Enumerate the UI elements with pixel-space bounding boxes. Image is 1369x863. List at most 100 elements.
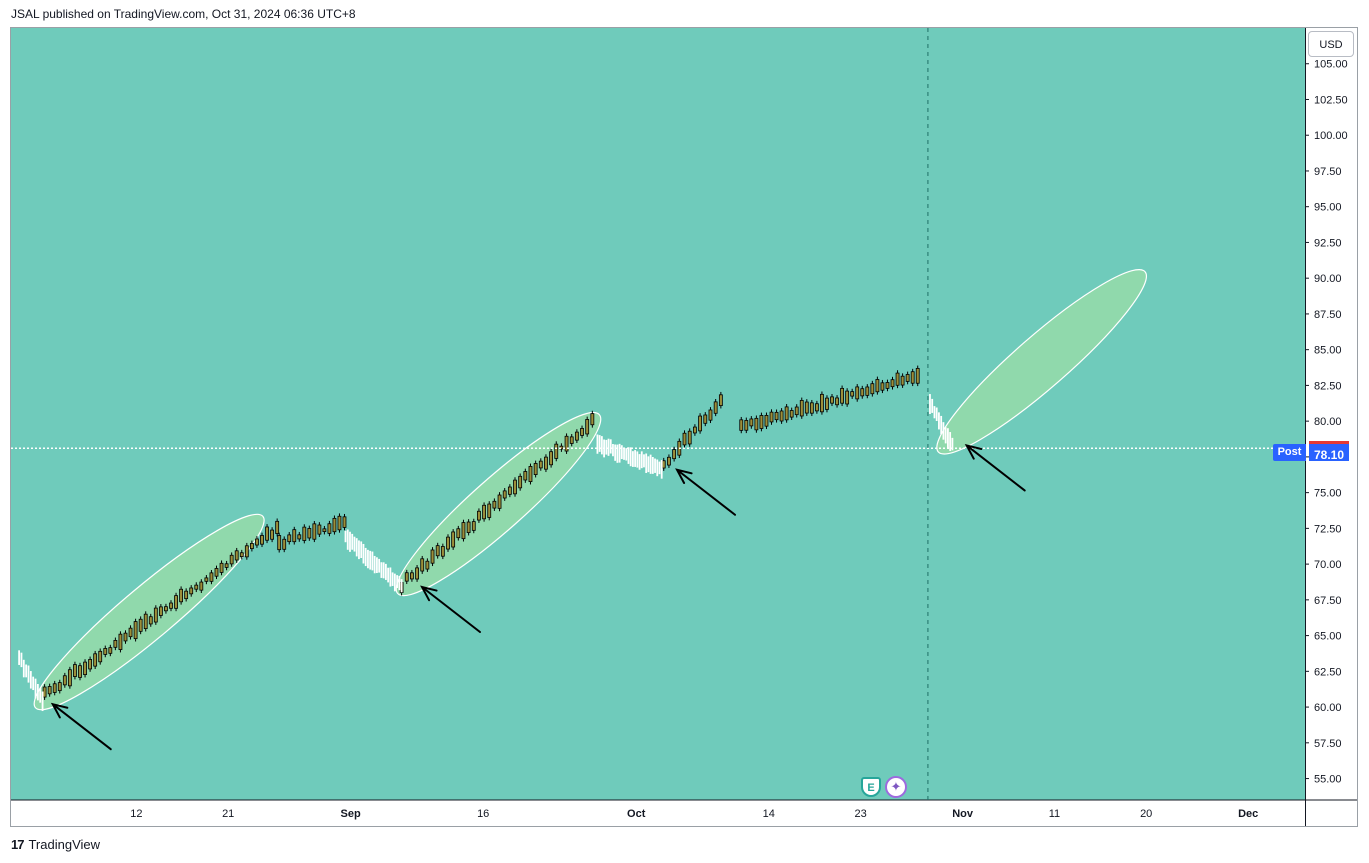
candle-body: [270, 529, 275, 540]
candle-body-down: [22, 659, 25, 678]
candle-body: [845, 390, 850, 405]
candle-body: [103, 648, 108, 655]
candle-body: [528, 466, 533, 482]
candle-body-down: [398, 575, 401, 591]
candle-body: [590, 413, 595, 426]
candle-body: [855, 386, 860, 400]
candle-body-down: [39, 688, 42, 703]
candle-body: [687, 430, 692, 445]
candle-body-down: [32, 676, 35, 691]
candle-body-down: [951, 437, 954, 451]
candle-body: [865, 386, 870, 396]
post-market-label: Post: [1273, 444, 1306, 461]
candle-body-down: [380, 562, 383, 578]
time-axis[interactable]: [11, 800, 1357, 826]
candle-body: [915, 368, 920, 384]
annotation-arrow[interactable]: [420, 585, 481, 633]
y-tick-label: 90.00: [1314, 273, 1342, 285]
candle-body: [42, 686, 47, 698]
candle-body: [554, 443, 559, 459]
candle-body: [477, 510, 481, 521]
y-tick-label: 87.50: [1314, 309, 1342, 321]
candle-body-down: [656, 459, 659, 477]
candle-body: [322, 528, 327, 532]
footer-brand-name: TradingView: [28, 837, 101, 852]
candle-body: [840, 387, 844, 404]
candle-body: [148, 616, 153, 625]
candle-body: [133, 621, 138, 640]
candle-body: [239, 552, 244, 557]
annotation-arrow[interactable]: [675, 468, 736, 516]
candle-body-down: [344, 530, 347, 543]
candle-body-down: [634, 450, 637, 467]
candle-body: [143, 613, 148, 630]
candle-body: [779, 410, 784, 422]
candle-body: [287, 534, 292, 543]
candle-body-down: [346, 529, 349, 550]
candle-body-down: [367, 549, 369, 569]
candle-body-down: [25, 664, 28, 678]
candle-body-down: [623, 447, 625, 460]
candle-body: [219, 562, 224, 573]
x-tick-label: Nov: [952, 808, 974, 820]
candle-body-down: [647, 456, 650, 473]
y-tick-label: 102.50: [1314, 94, 1348, 106]
candle-body: [764, 414, 769, 427]
candle-body: [585, 419, 590, 435]
earnings-event-icon[interactable]: E: [861, 777, 881, 797]
candle-body: [564, 435, 569, 452]
footer-brand[interactable]: 17 TradingView: [11, 837, 100, 852]
candle-body: [265, 526, 269, 541]
candle-body: [327, 523, 332, 534]
candle-body-down: [643, 454, 645, 468]
dividend-event-icon[interactable]: ✦: [885, 776, 907, 798]
candle-body: [317, 524, 322, 535]
candle-body: [189, 587, 194, 595]
candle-body: [502, 490, 507, 499]
candle-body: [420, 558, 425, 572]
candle-body-down: [631, 451, 634, 467]
plot-area[interactable]: [11, 28, 1305, 800]
candle-body: [830, 396, 834, 404]
candle-body-down: [389, 567, 392, 587]
candle-body: [661, 460, 666, 469]
candle-body: [850, 391, 855, 397]
y-tick-label: 57.50: [1314, 738, 1342, 750]
x-tick-label: 14: [763, 808, 775, 820]
candle-body-down: [355, 538, 358, 557]
currency-button[interactable]: USD: [1308, 31, 1354, 57]
annotation-arrow[interactable]: [964, 443, 1026, 492]
candle-body: [744, 420, 749, 431]
candle-body: [820, 393, 824, 413]
y-tick-label: 95.00: [1314, 202, 1342, 214]
candle-body: [307, 528, 312, 539]
candle-body-down: [944, 427, 947, 444]
x-tick-label: 23: [854, 808, 866, 820]
candle-body: [118, 633, 123, 650]
candle-body: [905, 374, 910, 382]
candle-body: [549, 451, 553, 466]
candle-body: [880, 382, 885, 391]
candle-body-down: [645, 453, 648, 473]
y-tick-label: 67.50: [1314, 595, 1342, 607]
candle-body: [275, 520, 280, 534]
last-price-badge: 78.10: [1309, 441, 1349, 462]
candle-body: [138, 618, 143, 632]
candle-body: [297, 534, 302, 540]
candle-body: [194, 584, 199, 590]
candle-body-down: [618, 443, 621, 463]
candle-body-down: [640, 451, 643, 469]
candle-body-down: [947, 428, 949, 449]
candle-body: [98, 650, 103, 663]
annotation-arrow[interactable]: [50, 702, 112, 751]
candle-body: [784, 406, 789, 421]
candle-body: [277, 535, 282, 551]
candle-body: [78, 665, 82, 678]
candle-body-down: [658, 461, 661, 475]
candle-body: [574, 431, 579, 441]
highlight-ellipse[interactable]: [921, 252, 1162, 471]
candle-body: [523, 471, 528, 481]
candle-body: [244, 545, 249, 558]
price-axis[interactable]: [1305, 28, 1357, 800]
